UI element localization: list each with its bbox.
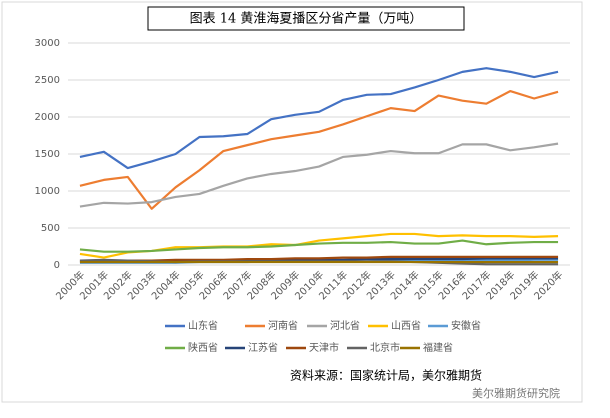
y-tick-label: 2000 (35, 112, 60, 123)
chart-frame (1, 1, 583, 403)
legend-label: 山西省 (391, 319, 421, 332)
line (79, 232, 559, 259)
chart-title: 图表 14 黄淮海夏播区分省产量（万吨） (190, 12, 423, 27)
y-tick-label: 500 (41, 223, 60, 234)
y-tick-label: 3000 (35, 38, 60, 49)
title-box (147, 6, 465, 31)
line (79, 142, 559, 208)
y-tick-label: 0 (54, 260, 60, 271)
legend-label: 山东省 (188, 319, 218, 332)
source: 资料来源：国家统计局，美尔雅期货 (290, 368, 482, 383)
legend-label: 江苏省 (248, 341, 278, 354)
legend-label: 陕西省 (188, 341, 218, 354)
watermark: 美尔雅期货研究院 (472, 386, 560, 400)
legend-label: 河南省 (268, 319, 298, 332)
y-tick-label: 1500 (35, 149, 60, 160)
line (79, 255, 559, 262)
legend-label: 天津市 (309, 341, 339, 354)
y-tick-label: 2500 (35, 75, 60, 86)
line (79, 239, 559, 253)
legend-label: 福建省 (423, 341, 453, 354)
legend-label: 北京市 (370, 341, 400, 354)
y-tick-label: 1000 (35, 186, 60, 197)
legend-label: 河北省 (330, 319, 360, 332)
line (79, 90, 559, 210)
legend-label: 安徽省 (451, 319, 481, 332)
line (79, 67, 559, 170)
